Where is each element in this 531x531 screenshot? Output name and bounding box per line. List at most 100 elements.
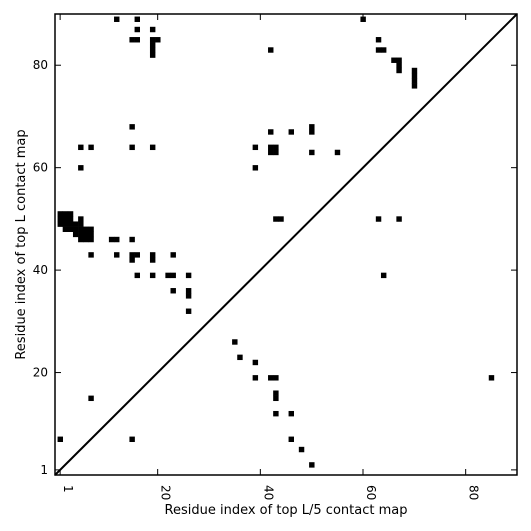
contact-cell-upper: [396, 67, 402, 74]
contact-cell-upper: [273, 216, 279, 222]
plot-frame: [54, 13, 518, 476]
contact-cell-upper: [268, 144, 274, 151]
x-tick-label: 1: [61, 485, 75, 493]
contact-cell-lower: [88, 395, 94, 402]
contact-cell-upper: [396, 216, 402, 222]
contact-cell-lower: [114, 236, 120, 243]
contact-cell-lower: [78, 231, 84, 238]
contact-cell-lower: [134, 272, 140, 279]
contact-cell-lower: [170, 252, 176, 258]
contact-cell-lower: [88, 236, 94, 243]
contact-cell-lower: [83, 236, 89, 243]
contact-cell-lower: [72, 221, 79, 227]
contact-cell-lower: [298, 446, 305, 453]
contact-cell-upper: [396, 62, 402, 69]
contact-cell-upper: [309, 149, 315, 156]
contact-cell-lower: [488, 375, 495, 381]
contact-cell-upper: [375, 47, 382, 53]
contact-cell-upper: [273, 144, 279, 151]
contact-cell-lower: [232, 339, 238, 345]
contact-cell-upper: [252, 144, 259, 151]
contact-cell-lower: [170, 288, 176, 294]
contact-cell-lower: [149, 272, 156, 279]
contact-cell-upper: [134, 16, 140, 22]
contact-cell-lower: [57, 216, 63, 222]
x-tick-label: 60: [364, 485, 378, 500]
contact-cell-upper: [114, 16, 120, 22]
contact-cell-lower: [67, 211, 74, 217]
contact-cell-lower: [129, 252, 135, 258]
contact-cell-upper: [391, 57, 397, 63]
contact-cell-upper: [149, 144, 156, 151]
contact-cell-lower: [185, 308, 192, 314]
contact-cell-lower: [78, 226, 84, 232]
contact-cell-upper: [411, 67, 418, 74]
contact-cell-lower: [129, 236, 135, 243]
contact-cell-upper: [375, 216, 382, 222]
contact-cell-lower: [88, 252, 94, 258]
y-tick-label: 80: [33, 58, 48, 72]
contact-cell-upper: [411, 83, 418, 89]
contact-cell-lower: [72, 231, 79, 238]
contact-cell-upper: [78, 165, 84, 171]
contact-cell-upper: [149, 42, 156, 48]
contact-cell-lower: [288, 410, 294, 417]
contact-cell-lower: [62, 221, 69, 227]
contact-cell-lower: [288, 436, 294, 443]
contact-cell-upper: [155, 37, 161, 43]
contact-cell-upper: [129, 124, 135, 130]
contact-cell-lower: [149, 257, 156, 263]
x-tick-label: 20: [159, 485, 173, 500]
contact-cell-lower: [62, 211, 69, 217]
contact-cell-upper: [380, 47, 387, 53]
contact-cells: [57, 16, 495, 468]
contact-cell-upper: [375, 37, 382, 43]
contact-cell-upper: [288, 129, 294, 135]
contact-cell-upper: [88, 144, 94, 151]
contact-cell-lower: [273, 375, 279, 381]
contact-cell-lower: [134, 252, 140, 258]
contact-cell-upper: [309, 129, 315, 135]
contact-cell-lower: [67, 216, 74, 222]
contact-cell-upper: [309, 124, 315, 130]
y-axis-ticks: 1 20 40 60 80: [33, 58, 517, 477]
contact-cell-upper: [380, 272, 387, 279]
contact-cell-lower: [129, 257, 135, 263]
contact-cell-lower: [185, 272, 192, 279]
contact-cell-lower: [185, 293, 192, 299]
contact-cell-lower: [78, 216, 84, 222]
contact-cell-upper: [268, 47, 274, 53]
contact-cell-upper: [273, 149, 279, 156]
contact-cell-lower: [149, 252, 156, 258]
contact-cell-lower: [88, 226, 94, 232]
contact-cell-upper: [134, 37, 140, 43]
contact-cell-upper: [129, 144, 135, 151]
contact-cell-lower: [83, 231, 89, 238]
contact-cell-lower: [67, 226, 74, 232]
contact-cell-upper: [396, 57, 402, 63]
contact-cell-lower: [62, 226, 69, 232]
contact-cell-lower: [67, 221, 74, 227]
y-tick-label: 60: [33, 161, 48, 175]
contact-cell-upper: [129, 37, 135, 43]
contact-cell-upper: [78, 144, 84, 151]
contact-cell-upper: [268, 149, 274, 156]
contact-cell-lower: [273, 395, 279, 402]
contact-cell-lower: [129, 436, 135, 443]
contact-cell-lower: [114, 252, 120, 258]
contact-cell-lower: [72, 226, 79, 232]
contact-cell-lower: [309, 462, 315, 468]
contact-cell-upper: [134, 26, 140, 33]
y-tick-label: 40: [33, 263, 48, 277]
contact-cell-lower: [237, 354, 243, 361]
contact-cell-lower: [57, 436, 63, 443]
y-tick-label: 1: [40, 463, 48, 477]
contact-cell-lower: [273, 410, 279, 417]
x-axis-ticks: 1 20 40 60 80: [59, 14, 481, 500]
contact-cell-lower: [57, 211, 63, 217]
contact-cell-upper: [278, 216, 284, 222]
contact-cell-upper: [149, 47, 156, 53]
contact-cell-lower: [252, 359, 259, 366]
contact-cell-upper: [149, 52, 156, 58]
contact-cell-lower: [83, 226, 89, 232]
